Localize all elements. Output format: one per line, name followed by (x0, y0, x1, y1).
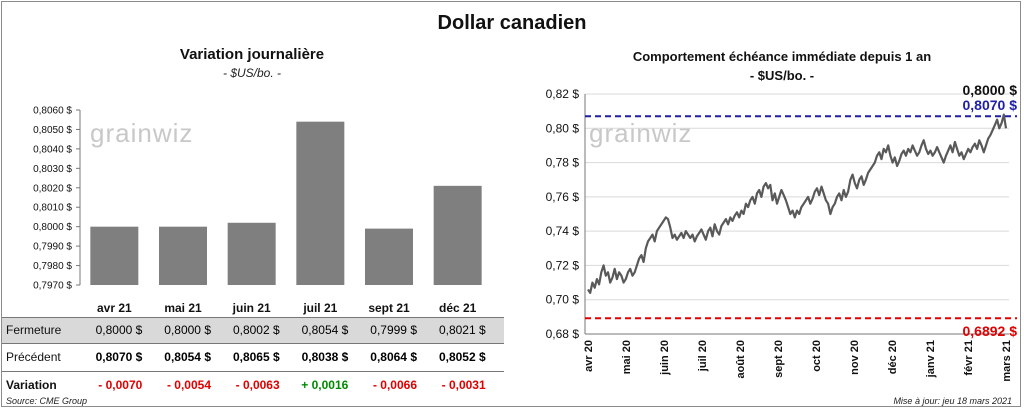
trend-chart-title: Comportement échéance immédiate depuis 1… (632, 49, 932, 64)
watermark: grainwiz (589, 118, 692, 148)
table-row: Variation - 0,0070 - 0,0054 - 0,0063 + 0,001… (2, 371, 504, 399)
y-tick-label: 0,82 $ (546, 87, 580, 101)
row-label: Précédent (6, 350, 61, 364)
table-cell: 0,8054 $ (301, 323, 349, 337)
watermark: grainwiz (90, 118, 193, 148)
trend-chart-subtitle: - $US/bo. - (749, 68, 815, 83)
x-tick-label: déc 21 (439, 301, 477, 315)
x-tick-label: juil 20 (697, 340, 709, 372)
table-cell: 0,8000 $ (95, 323, 143, 337)
page-title: Dollar canadien (437, 12, 587, 34)
y-tick-label: 0,7980 $ (33, 261, 72, 272)
y-tick-label: 0,8040 $ (33, 144, 72, 155)
x-tick-label: mai 21 (164, 301, 202, 315)
table-cell: - 0,0070 (98, 378, 143, 392)
y-tick-label: 0,8000 $ (33, 222, 72, 233)
x-tick-label: avr 21 (97, 301, 132, 315)
y-tick-label: 0,76 $ (546, 190, 580, 204)
y-tick-label: 0,7990 $ (33, 242, 72, 253)
y-tick-label: 0,8030 $ (33, 164, 72, 175)
high-price-label: 0,8070 $ (963, 97, 1018, 113)
table-cell: 0,8065 $ (232, 350, 280, 364)
y-tick-label: 0,78 $ (546, 156, 580, 170)
x-tick-label: août 20 (735, 340, 747, 379)
bar (159, 226, 207, 285)
table-cell: - 0,0054 (166, 378, 211, 392)
table-cell: - 0,0063 (235, 378, 280, 392)
x-tick-label: févr 21 (963, 340, 975, 375)
x-tick-label: nov 20 (849, 340, 861, 375)
y-tick-label: 0,8020 $ (33, 183, 72, 194)
y-tick-label: 0,8010 $ (33, 203, 72, 214)
table-cell: - 0,0031 (441, 378, 486, 392)
x-tick-label: juin 20 (659, 340, 671, 376)
table-cell: 0,8038 $ (301, 350, 349, 364)
bar (433, 185, 482, 285)
table-cell: 0,8000 $ (164, 323, 211, 337)
row-label: Fermeture (6, 323, 62, 337)
table-cell: 0,8064 $ (370, 350, 417, 364)
y-tick-label: 0,68 $ (546, 327, 580, 341)
daily-bar-chart: grainwiz 0,7970 $ 0,7980 $ 0,7990 $ 0,8000 $… (33, 106, 482, 315)
x-tick-label: mai 20 (621, 340, 633, 374)
source-note: Source: CME Group (6, 396, 88, 406)
y-tick-label: 0,70 $ (546, 293, 580, 307)
y-tick-label: 0,8060 $ (33, 106, 72, 117)
last-price-label: 0,8000 $ (963, 82, 1018, 98)
table-cell: 0,8021 $ (438, 323, 486, 337)
update-note: Mise à jour: jeu 18 mars 2021 (893, 396, 1012, 406)
y-tick-label: 0,7970 $ (33, 281, 72, 292)
table-cell: + 0,0016 (301, 378, 349, 392)
bar (296, 121, 345, 285)
daily-chart-subtitle: - $US/bo. - (222, 66, 282, 80)
x-tick-label: mars 21 (1001, 340, 1013, 382)
bar (90, 226, 139, 285)
price-table: Fermeture 0,8000 $ 0,8000 $ 0,8002 $ 0,8054 … (2, 317, 504, 399)
table-row: Fermeture 0,8000 $ 0,8000 $ 0,8002 $ 0,8054 … (2, 317, 504, 344)
x-tick-label: juin 21 (232, 301, 271, 315)
table-cell: 0,8052 $ (438, 350, 486, 364)
table-cell: 0,8070 $ (95, 350, 143, 364)
table-cell: 0,7999 $ (370, 323, 417, 337)
table-cell: 0,8002 $ (232, 323, 280, 337)
table-cell: 0,8054 $ (164, 350, 211, 364)
bar (365, 228, 413, 285)
trend-line-chart: grainwiz 0,68 $ 0,70 $ 0,72 $ 0,74 $ 0,76 $ 0,… (546, 82, 1018, 382)
price-line (587, 113, 1008, 294)
bar (227, 222, 276, 285)
x-tick-label: janv 21 (925, 340, 937, 378)
x-tick-label: sept 20 (773, 340, 785, 378)
table-row: Précédent 0,8070 $ 0,8054 $ 0,8065 $ 0,8038 … (2, 344, 504, 371)
daily-chart-title: Variation journalière (179, 46, 325, 63)
table-cell: - 0,0066 (372, 378, 417, 392)
x-tick-label: sept 21 (368, 301, 410, 315)
y-tick-label: 0,8050 $ (33, 125, 72, 136)
x-tick-label: oct 20 (811, 340, 823, 372)
x-tick-label: déc 20 (887, 340, 899, 374)
x-tick-label: juil 21 (302, 301, 337, 315)
x-tick-label: avr 20 (583, 340, 595, 372)
low-price-label: 0,6892 $ (963, 323, 1018, 339)
row-label: Variation (6, 378, 57, 392)
y-tick-label: 0,72 $ (546, 258, 580, 272)
y-tick-label: 0,80 $ (546, 121, 580, 135)
y-tick-label: 0,74 $ (546, 224, 580, 238)
